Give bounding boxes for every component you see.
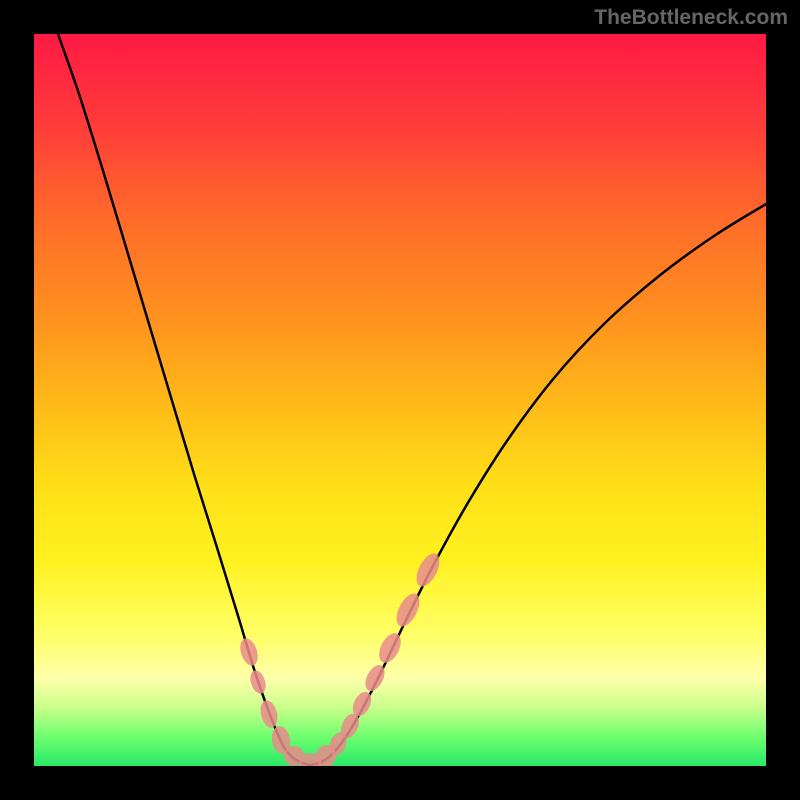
gradient-background bbox=[34, 34, 766, 766]
chart-container: TheBottleneck.com bbox=[0, 0, 800, 800]
plot-area bbox=[34, 34, 766, 766]
watermark-text: TheBottleneck.com bbox=[594, 6, 788, 30]
bottleneck-chart bbox=[34, 34, 766, 766]
